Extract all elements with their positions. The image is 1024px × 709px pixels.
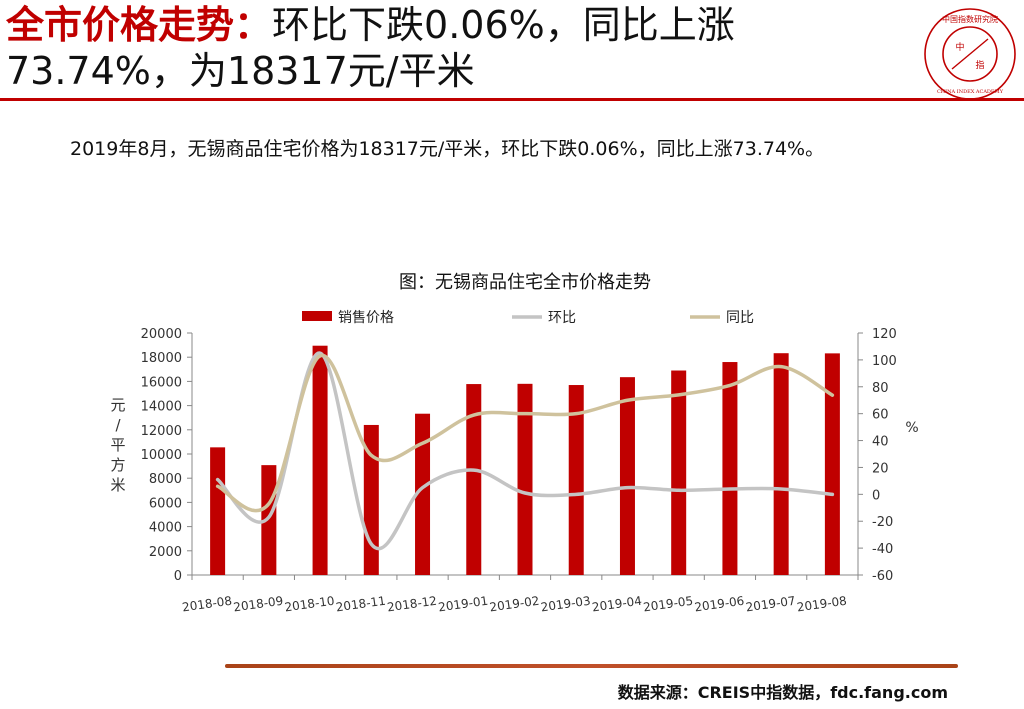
line-series-yoy: [215, 354, 835, 513]
title-rest: 环比下跌0.06%，同比上涨73.74%，为18317元/平米: [6, 3, 735, 93]
y-tick-label-left-8: 16000: [141, 375, 182, 390]
data-source: 数据来源：CREIS中指数据，fdc.fang.com: [617, 683, 948, 702]
y-tick-label-left-0: 0: [174, 569, 182, 584]
y-tick-label-right-1: -40: [872, 542, 893, 557]
legend-label-2: 同比: [726, 310, 754, 326]
svg-text:指: 指: [975, 59, 984, 71]
y-tick-label-left-2: 4000: [149, 521, 182, 536]
svg-text:中国指数研究院: 中国指数研究院: [942, 14, 998, 24]
bar-2019-04: [619, 377, 635, 575]
title-divider: [0, 98, 1024, 101]
bar-2019-08: [824, 353, 840, 575]
footer-divider: [225, 664, 958, 668]
y-tick-label-right-2: -20: [872, 515, 893, 530]
x-tick-label-1: 2018-09: [232, 594, 284, 615]
x-tick-label-3: 2018-11: [335, 594, 387, 615]
y-tick-label-left-6: 12000: [141, 424, 182, 439]
bar-2019-02: [517, 383, 533, 575]
y-tick-label-left-1: 2000: [149, 545, 182, 560]
x-tick-label-6: 2019-02: [489, 594, 541, 615]
y-axis-label-left: 元/平方米: [110, 396, 125, 494]
y-tick-label-left-7: 14000: [141, 400, 182, 415]
legend-label-1: 环比: [548, 310, 576, 326]
y-tick-label-right-0: -60: [872, 569, 893, 584]
legend-swatch-0: [302, 311, 332, 321]
y-tick-label-right-8: 100: [872, 354, 897, 369]
bar-2018-10: [312, 345, 328, 575]
y-tick-label-left-5: 10000: [141, 448, 182, 463]
y-axis-label-right: %: [905, 420, 918, 436]
logo-seal-icon: 中 指 中国指数研究院 CHINA INDEX ACADEMY: [924, 8, 1016, 100]
y-tick-label-left-4: 8000: [149, 472, 182, 487]
x-tick-label-5: 2019-01: [437, 594, 489, 615]
bar-2019-01: [466, 384, 482, 575]
y-tick-label-right-3: 0: [872, 488, 880, 503]
title-highlight: 全市价格走势：: [6, 3, 273, 47]
svg-text:CHINA INDEX ACADEMY: CHINA INDEX ACADEMY: [937, 89, 1004, 95]
legend-label-0: 销售价格: [338, 310, 394, 326]
bar-2019-07: [773, 353, 789, 575]
y-tick-label-left-9: 18000: [141, 351, 182, 366]
summary-text: 2019年8月，无锡商品住宅价格为18317元/平米，环比下跌0.06%，同比上…: [70, 138, 825, 160]
bar-2019-05: [671, 370, 687, 575]
x-tick-label-2: 2018-10: [284, 594, 336, 615]
y-tick-label-right-9: 120: [872, 327, 897, 342]
bar-2018-12: [415, 413, 431, 575]
y-tick-label-right-7: 80: [872, 381, 889, 396]
x-tick-label-12: 2019-08: [796, 594, 848, 615]
bar-2018-09: [261, 465, 277, 575]
x-tick-label-9: 2019-05: [642, 594, 694, 615]
x-tick-label-7: 2019-03: [540, 594, 592, 615]
bar-2019-03: [568, 385, 584, 575]
page-title: 全市价格走势：环比下跌0.06%，同比上涨73.74%，为18317元/平米: [6, 2, 906, 94]
y-tick-label-left-3: 6000: [149, 496, 182, 511]
bar-2019-06: [722, 362, 738, 575]
bar-2018-08: [210, 447, 226, 575]
x-tick-label-8: 2019-04: [591, 594, 643, 615]
x-tick-label-0: 2018-08: [181, 594, 233, 615]
y-tick-label-right-6: 60: [872, 408, 889, 423]
x-tick-label-4: 2018-12: [386, 594, 438, 615]
y-tick-label-right-4: 20: [872, 461, 889, 476]
y-tick-label-left-10: 20000: [141, 327, 182, 342]
chart-title: 图：无锡商品住宅全市价格走势: [399, 272, 651, 293]
svg-text:中: 中: [955, 41, 964, 53]
x-tick-label-11: 2019-07: [745, 594, 797, 615]
x-tick-label-10: 2019-06: [694, 594, 746, 615]
y-tick-label-right-5: 40: [872, 435, 889, 450]
